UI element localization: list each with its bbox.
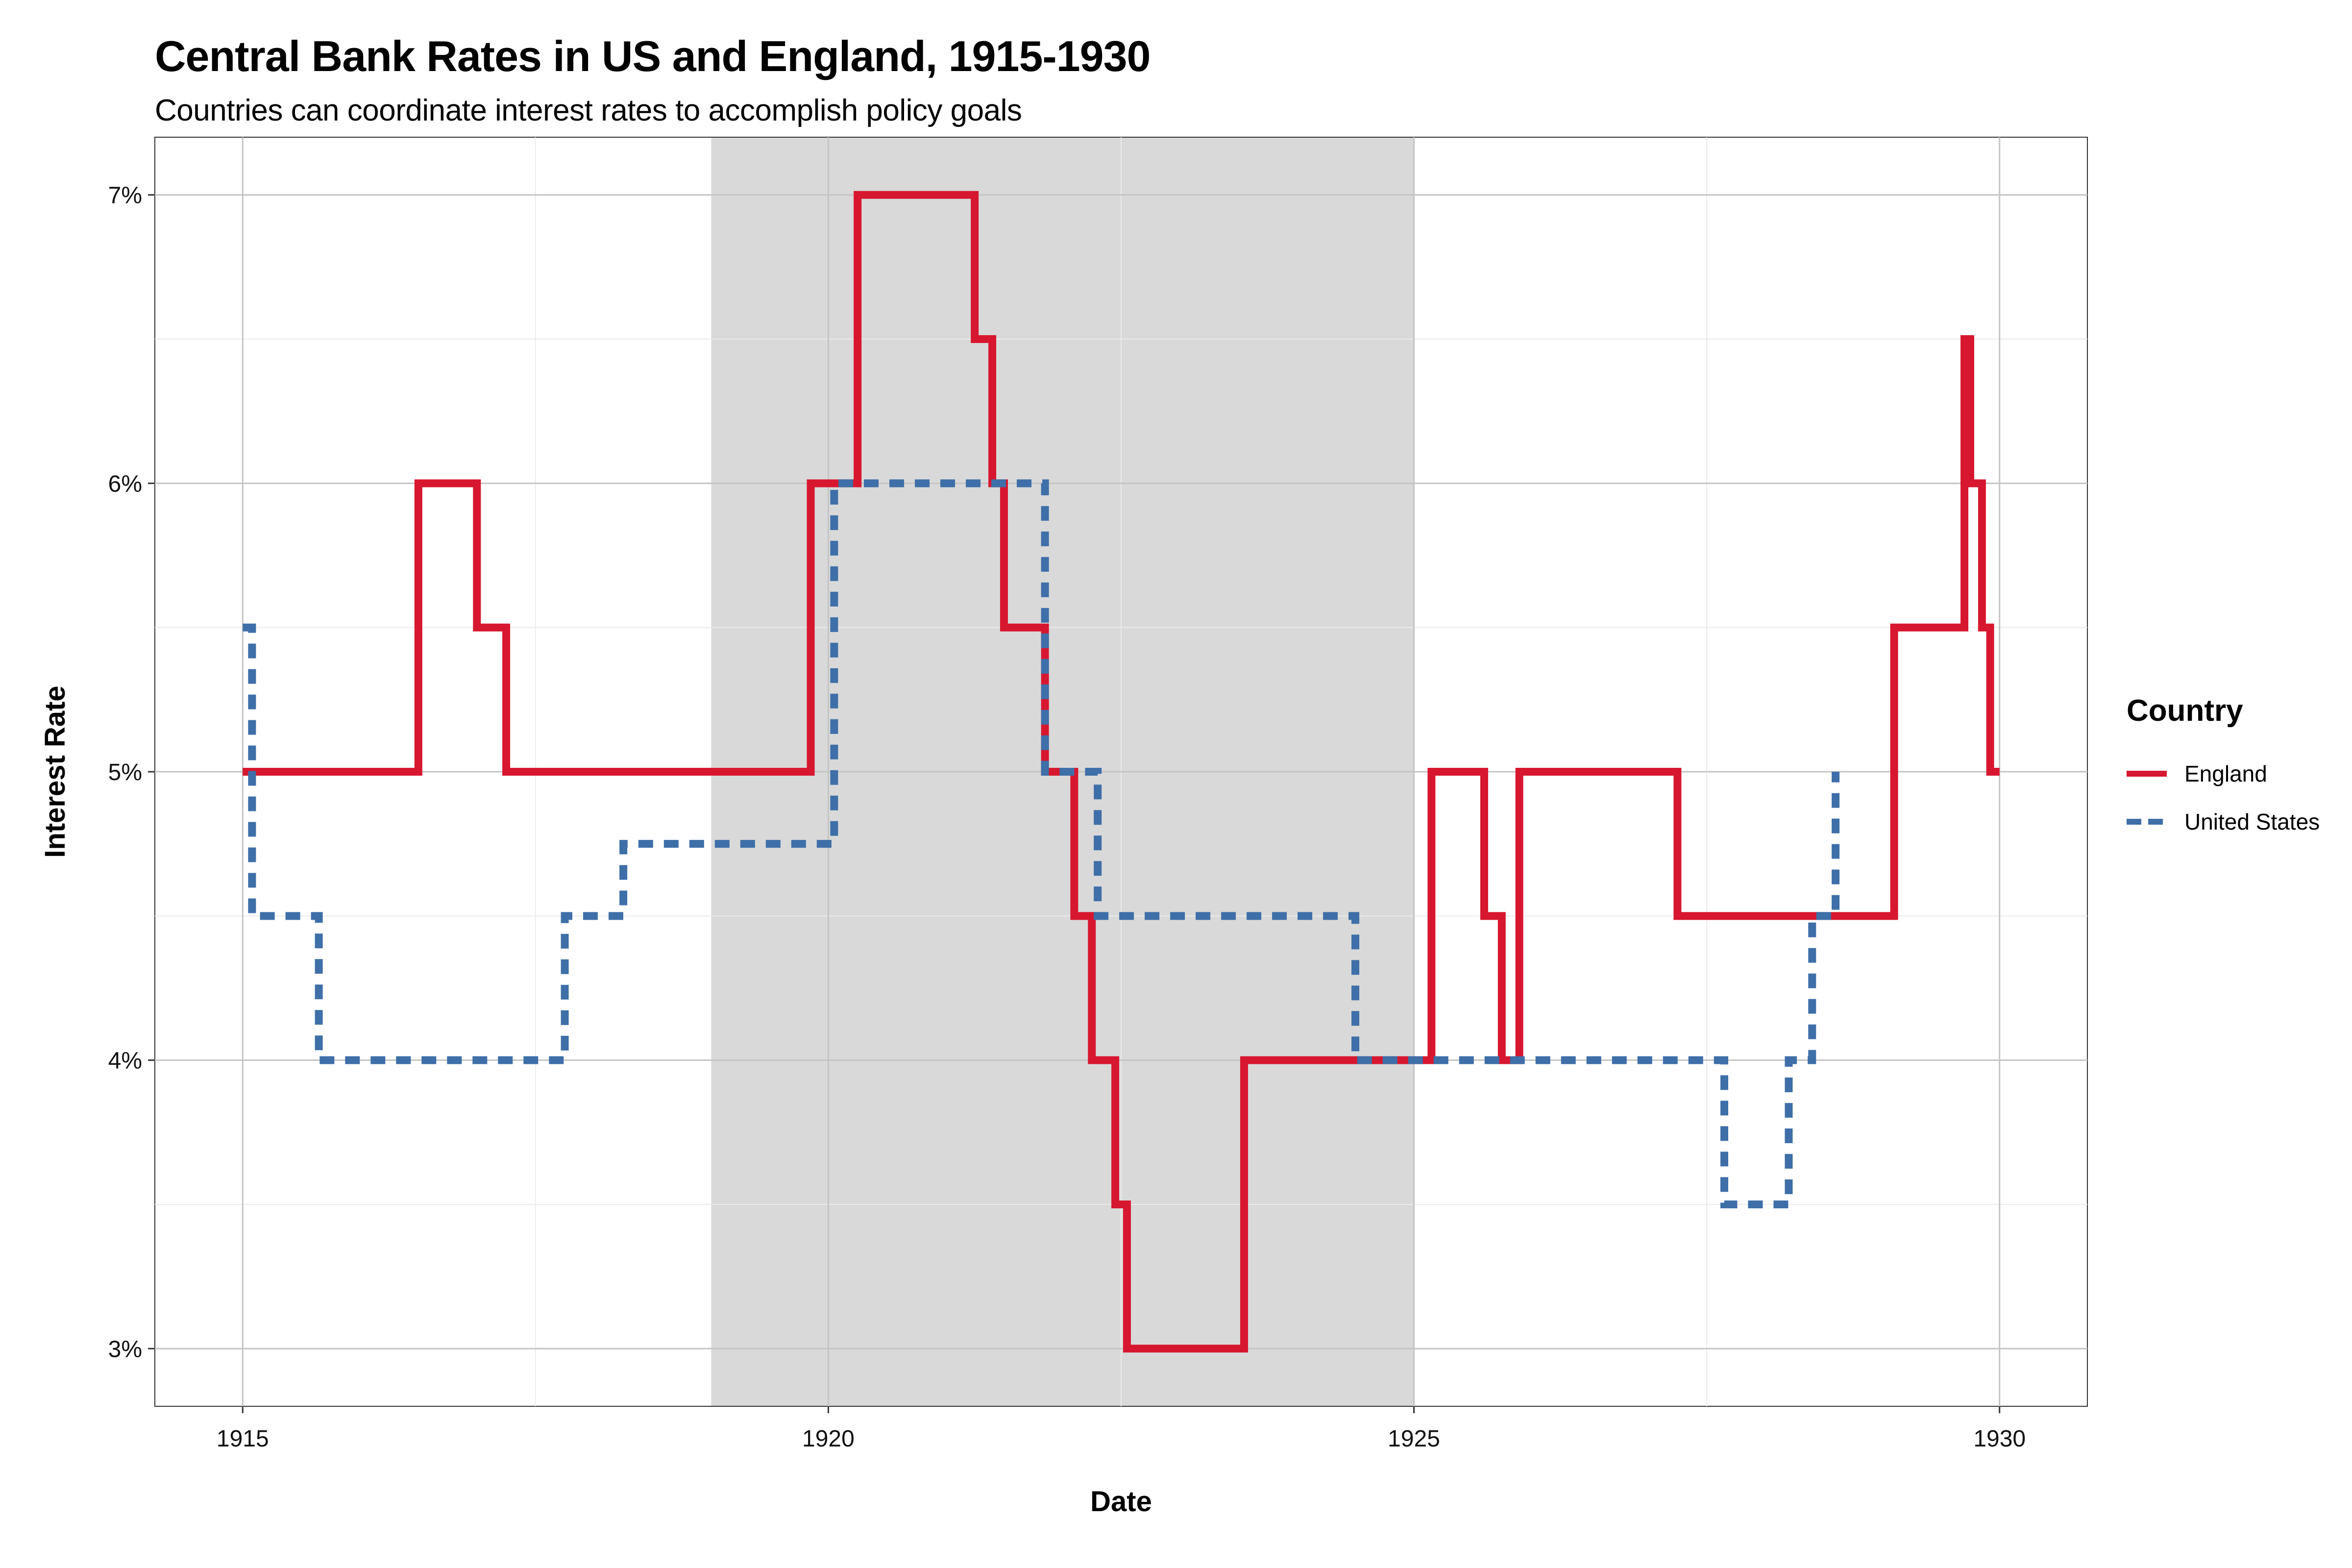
legend-key-united-states <box>2127 819 2167 825</box>
legend-title: Country <box>2127 694 2243 728</box>
legend-label-united-states: United States <box>2184 809 2320 834</box>
x-axis-title: Date <box>1090 1486 1152 1518</box>
legend-item-england: England <box>2127 750 2320 798</box>
chart-title: Central Bank Rates in US and England, 19… <box>155 32 1151 80</box>
x-tick-label: 1925 <box>1388 1426 1440 1452</box>
y-tick-label: 5% <box>108 760 142 785</box>
series-line-united-states <box>243 479 1840 1208</box>
x-tick-label: 1920 <box>802 1426 855 1452</box>
x-tick-label: 1930 <box>1973 1426 2026 1452</box>
legend-item-united-states: United States <box>2127 798 2320 846</box>
x-axis-ticks: 1915 1920 1925 1930 <box>217 1406 2026 1452</box>
series-lines <box>243 191 2000 1353</box>
series-line-england <box>243 191 2000 1353</box>
grid-lines <box>155 137 2087 1406</box>
chart-subtitle: Countries can coordinate interest rates … <box>155 94 1022 127</box>
y-tick-label: 3% <box>108 1336 142 1362</box>
y-tick-label: 4% <box>108 1048 142 1074</box>
y-tick-label: 7% <box>108 183 142 209</box>
y-axis-title: Interest Rate <box>39 686 71 858</box>
legend-key-england <box>2127 771 2167 777</box>
x-tick-label: 1915 <box>217 1426 269 1452</box>
legend: Country England United States <box>2127 693 2320 846</box>
legend-label-england: England <box>2184 761 2267 786</box>
y-tick-label: 6% <box>108 471 142 497</box>
y-axis-ticks: 3% 4% 5% 6% 7% <box>108 183 155 1362</box>
